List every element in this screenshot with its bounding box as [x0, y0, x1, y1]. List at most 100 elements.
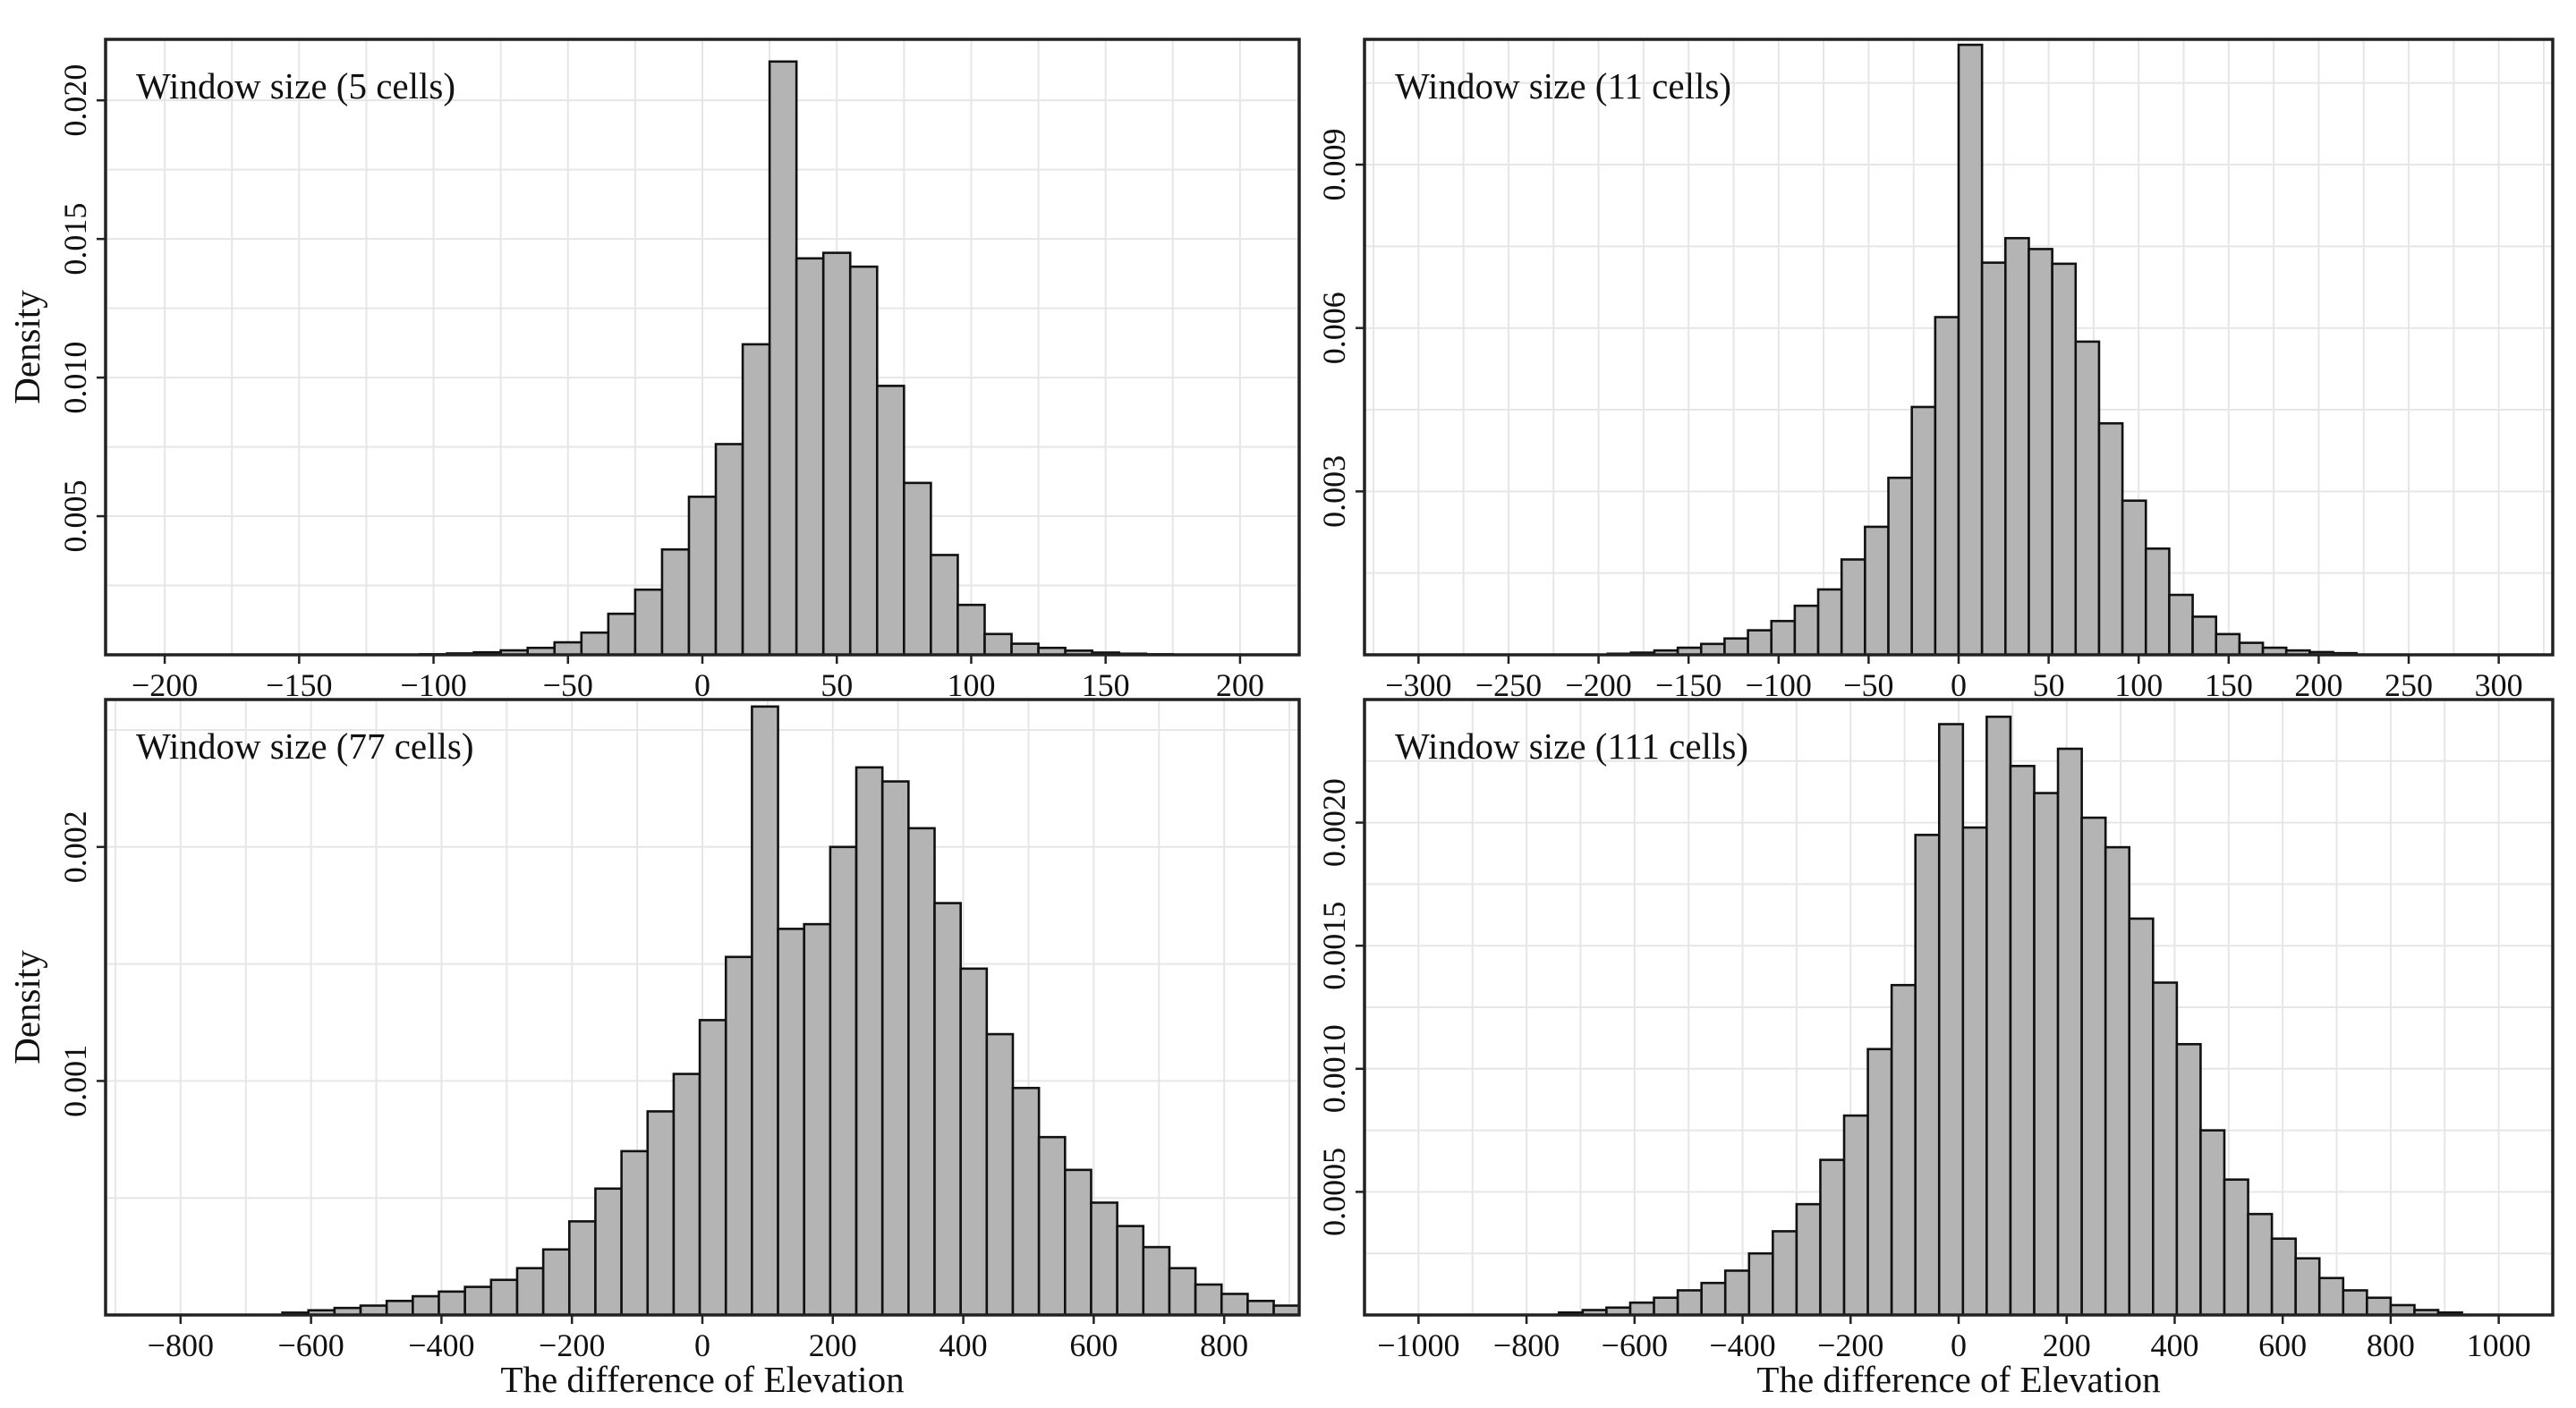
- histogram-bar: [1064, 1168, 1092, 1315]
- histogram-bar: [1770, 619, 1797, 655]
- panel-b: −300 −250 −200 −150 −100 −50 0 50 100 150 200 250 30…: [1316, 38, 2555, 703]
- histogram-bar: [1795, 1202, 1822, 1315]
- histogram-bar: [2168, 593, 2194, 655]
- histogram-bar: [515, 1267, 545, 1315]
- histogram-bar: [1910, 405, 1937, 655]
- x-tick-label: 0: [694, 1327, 710, 1363]
- histogram-bar: [2247, 1212, 2274, 1315]
- grid-c: [106, 700, 1299, 1315]
- histogram-bar: [1298, 1309, 1299, 1315]
- histogram-bar: [385, 1300, 414, 1315]
- histogram-bar: [1723, 1269, 1751, 1315]
- panel-title: Window size (5 cells): [136, 65, 455, 106]
- histogram-bar: [1934, 316, 1960, 655]
- x-tick-label: 600: [1069, 1327, 1118, 1363]
- histogram-bar: [1866, 1048, 1893, 1315]
- x-tick-label: 100: [2114, 667, 2163, 703]
- bars-c: [281, 705, 1352, 1315]
- histogram-bar: [1194, 1283, 1223, 1315]
- histogram-bar: [2294, 1257, 2321, 1315]
- histogram-bar: [489, 1278, 519, 1315]
- x-tick-label: −50: [543, 667, 593, 703]
- histogram-bar: [1957, 43, 1984, 655]
- histogram-bar: [607, 612, 637, 655]
- bars-b: [1606, 43, 2358, 655]
- y-tick-label: 0.006: [1316, 292, 1352, 364]
- x-tick-label: −400: [408, 1327, 474, 1363]
- histogram-bar: [2152, 981, 2179, 1315]
- histogram-bar: [751, 705, 779, 1315]
- x-tick-label: 0: [1951, 667, 1967, 703]
- histogram-bar: [1011, 1086, 1041, 1315]
- histogram-bar: [1010, 642, 1040, 655]
- x-tick-label: −1000: [1377, 1327, 1459, 1363]
- histogram-bar: [848, 265, 879, 655]
- x-tick-label: −100: [1746, 667, 1812, 703]
- x-tick-label: 1000: [2467, 1327, 2531, 1363]
- histogram-bar: [412, 1294, 440, 1315]
- histogram-bar: [2223, 1178, 2249, 1315]
- x-tick-label: −250: [1475, 667, 1542, 703]
- y-tick-label: 0.003: [1316, 455, 1352, 528]
- x-tick-label: −800: [148, 1327, 214, 1363]
- x-tick-label: −150: [266, 667, 332, 703]
- histogram-bar: [1090, 1201, 1118, 1315]
- histogram-bar: [687, 496, 718, 655]
- histogram-bar: [1772, 1230, 1798, 1315]
- histogram-bar: [2144, 547, 2171, 655]
- histogram-bar: [1890, 983, 1917, 1315]
- histogram-bar: [660, 547, 691, 655]
- x-tick-label: 200: [2043, 1327, 2091, 1363]
- histogram-bar: [2317, 1277, 2345, 1315]
- x-tick-label: −200: [132, 667, 198, 703]
- histogram-bar: [880, 780, 910, 1315]
- x-tick-label: 0: [694, 667, 710, 703]
- x-tick-label: 150: [2205, 667, 2253, 703]
- histogram-bar: [1676, 1289, 1703, 1315]
- y-axis-title: Density: [6, 290, 47, 404]
- histogram-bar: [1142, 1245, 1171, 1315]
- histogram-bar: [1326, 1312, 1352, 1315]
- histogram-bar: [1272, 1304, 1299, 1315]
- histogram-bar: [541, 1248, 571, 1315]
- histogram-bar: [2097, 421, 2124, 655]
- histogram-bar: [594, 1187, 623, 1315]
- histogram-bar: [1980, 261, 2007, 655]
- bars-d: [1558, 715, 2463, 1315]
- histogram-bar: [768, 60, 798, 655]
- y-tick-label: 0.020: [57, 64, 93, 137]
- histogram-bar: [829, 845, 858, 1315]
- histogram-bar: [907, 827, 936, 1315]
- x-tick-label: −50: [1843, 667, 1893, 703]
- x-tick-label: −200: [539, 1327, 605, 1363]
- x-axis-title: The difference of Elevation: [1756, 1359, 2160, 1400]
- y-tick-label: 0.0020: [1316, 778, 1352, 867]
- panel-a: −200 −150 −100 −50 0 50 100 150 200 0.005 0.010 0.0…: [6, 38, 1301, 703]
- histogram-bar: [2051, 262, 2078, 655]
- histogram-bar: [1842, 1114, 1869, 1315]
- histogram-bar: [714, 443, 744, 655]
- histogram-bar: [1700, 1281, 1727, 1315]
- histogram-bar: [777, 928, 806, 1315]
- panel-title: Window size (111 cells): [1395, 725, 1748, 767]
- histogram-bar: [620, 1149, 650, 1315]
- y-tick-label: 0.0010: [1316, 1024, 1352, 1113]
- bars-a: [419, 60, 1175, 655]
- histogram-bar: [2009, 765, 2036, 1315]
- histogram-bar: [1699, 642, 1726, 655]
- histogram-bar: [1037, 1135, 1067, 1315]
- histogram-bar: [724, 955, 753, 1315]
- histogram-bar: [567, 1220, 597, 1315]
- x-tick-label: 150: [1082, 667, 1130, 703]
- histogram-bar: [985, 1032, 1015, 1315]
- histogram-bar: [930, 554, 959, 655]
- x-tick-label: −200: [1565, 667, 1631, 703]
- histogram-bar: [2366, 1296, 2393, 1315]
- histogram-bar: [854, 766, 884, 1315]
- x-tick-label: 100: [947, 667, 995, 703]
- histogram-bar: [821, 251, 852, 655]
- histogram-bar: [983, 632, 1013, 655]
- histogram-bar: [463, 1285, 493, 1315]
- histogram-bar: [803, 922, 832, 1315]
